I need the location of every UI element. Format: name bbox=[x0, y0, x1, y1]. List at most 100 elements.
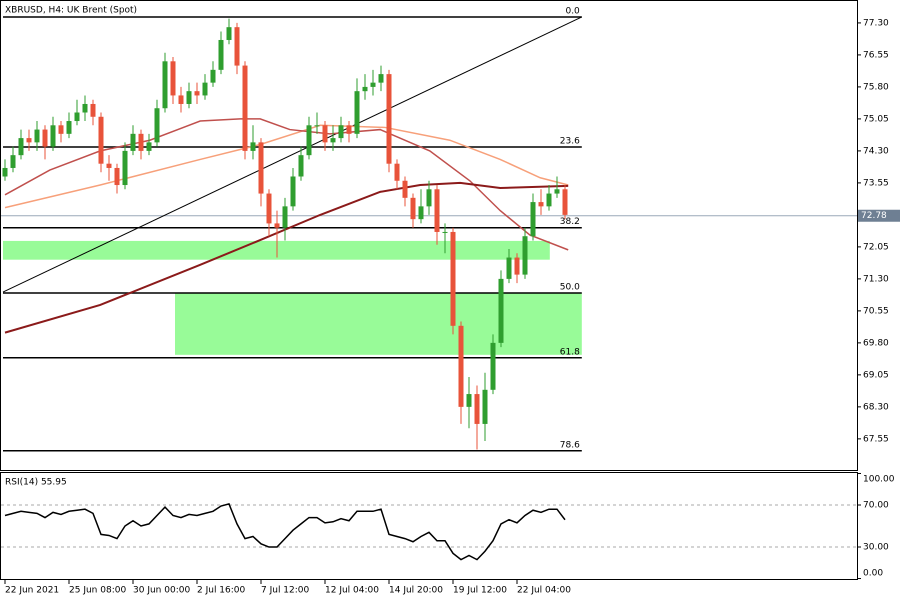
candle-body bbox=[458, 325, 464, 407]
candle-body bbox=[82, 103, 88, 113]
candle-body bbox=[34, 129, 40, 143]
current-price-box bbox=[858, 209, 900, 222]
fib-label: 50.0 bbox=[560, 282, 580, 292]
candle-body bbox=[546, 193, 552, 207]
x-tick-label: 2 Jul 16:00 bbox=[197, 586, 246, 596]
fib-label: 38.2 bbox=[560, 217, 580, 227]
rsi-y-tick-label: 100.00 bbox=[863, 475, 895, 485]
candle-body bbox=[314, 125, 320, 127]
rsi-pane bbox=[0, 472, 858, 580]
candle-body bbox=[210, 69, 216, 83]
y-tick-label: 77.30 bbox=[863, 18, 889, 28]
candle-body bbox=[42, 129, 48, 147]
candle-body bbox=[354, 91, 360, 134]
y-tick-label: 67.55 bbox=[863, 434, 889, 444]
candle-body bbox=[66, 121, 72, 134]
candle-body bbox=[50, 125, 56, 147]
candle-body bbox=[562, 189, 568, 215]
candle-body bbox=[282, 206, 288, 228]
candle-body bbox=[426, 189, 432, 207]
candle-body bbox=[330, 138, 336, 143]
current-price-label: 72.78 bbox=[861, 211, 887, 221]
candle-body bbox=[306, 125, 312, 156]
candle-body bbox=[162, 61, 168, 109]
candle-body bbox=[402, 180, 408, 198]
candle-body bbox=[514, 257, 520, 275]
candle-body bbox=[258, 142, 264, 194]
x-tick-label: 19 Jul 12:00 bbox=[453, 586, 507, 596]
candle-body bbox=[202, 82, 208, 96]
y-tick-label: 68.30 bbox=[863, 402, 889, 412]
candle-body bbox=[538, 202, 544, 207]
trendline bbox=[2, 16, 583, 293]
candle-body bbox=[194, 91, 200, 96]
candle-body bbox=[394, 163, 400, 181]
candle-body bbox=[466, 394, 472, 407]
zone bbox=[3, 240, 550, 260]
y-tick-label: 72.05 bbox=[863, 242, 889, 252]
candle-body bbox=[186, 91, 192, 104]
x-tick-label: 14 Jul 20:00 bbox=[389, 586, 443, 596]
y-tick-label: 74.30 bbox=[863, 146, 889, 156]
candle-body bbox=[338, 125, 344, 139]
candle-body bbox=[266, 193, 272, 224]
x-tick-label: 25 Jun 08:00 bbox=[69, 586, 126, 596]
rsi-y-tick-label: 70.00 bbox=[863, 500, 889, 510]
candle-body bbox=[74, 112, 80, 122]
moving-average bbox=[4, 118, 569, 251]
candle-body bbox=[482, 389, 488, 424]
rsi-line bbox=[4, 503, 566, 561]
x-tick-label: 22 Jun 2021 bbox=[5, 586, 59, 596]
candle-body bbox=[2, 167, 8, 177]
y-tick-label: 76.55 bbox=[863, 50, 889, 60]
fib-label: 78.6 bbox=[560, 440, 580, 450]
candle-body bbox=[554, 189, 560, 194]
candle-body bbox=[386, 74, 392, 164]
candle-body bbox=[170, 61, 176, 96]
x-tick-label: 12 Jul 04:00 bbox=[325, 586, 379, 596]
candle-body bbox=[130, 133, 136, 151]
y-tick-label: 69.80 bbox=[863, 338, 889, 348]
candle-body bbox=[90, 103, 96, 117]
candle-body bbox=[290, 176, 296, 207]
candle-body bbox=[122, 150, 128, 186]
candle-body bbox=[146, 142, 152, 151]
candle-body bbox=[10, 155, 16, 168]
x-tick-label: 22 Jul 04:00 bbox=[517, 586, 571, 596]
fib-label: 23.6 bbox=[560, 137, 580, 147]
candle-body bbox=[274, 223, 280, 228]
candle-body bbox=[154, 108, 160, 143]
y-tick-label: 75.80 bbox=[863, 82, 889, 92]
candle-body bbox=[522, 236, 528, 275]
rsi-y-tick-label: 30.00 bbox=[863, 543, 889, 553]
candle-body bbox=[434, 189, 440, 232]
candle-body bbox=[26, 138, 32, 143]
candle-body bbox=[98, 116, 104, 164]
y-tick-label: 70.55 bbox=[863, 306, 889, 316]
candle-body bbox=[114, 167, 120, 186]
x-tick-label: 7 Jul 12:00 bbox=[261, 586, 310, 596]
main-pane bbox=[0, 0, 858, 471]
zone bbox=[175, 292, 582, 355]
candle-body bbox=[474, 394, 480, 424]
x-tick-label: 30 Jun 00:00 bbox=[133, 586, 190, 596]
chart-title: XBRUSD, H4: UK Brent (Spot) bbox=[5, 6, 137, 16]
candle-body bbox=[346, 125, 352, 134]
candle-body bbox=[298, 155, 304, 177]
rsi-y-tick-label: 0.00 bbox=[863, 569, 883, 579]
candle-body bbox=[234, 27, 240, 66]
fib-label: 0.0 bbox=[565, 6, 580, 16]
y-tick-label: 73.55 bbox=[863, 178, 889, 188]
y-tick-label: 71.30 bbox=[863, 274, 889, 284]
candle-body bbox=[58, 125, 64, 134]
candle-body bbox=[378, 74, 384, 83]
candle-body bbox=[410, 197, 416, 220]
y-tick-label: 75.05 bbox=[863, 114, 889, 124]
candle-body bbox=[418, 206, 424, 220]
candle-body bbox=[498, 278, 504, 343]
candle-body bbox=[250, 142, 256, 151]
moving-average bbox=[4, 124, 569, 209]
candle-body bbox=[506, 257, 512, 279]
candle-body bbox=[242, 65, 248, 151]
